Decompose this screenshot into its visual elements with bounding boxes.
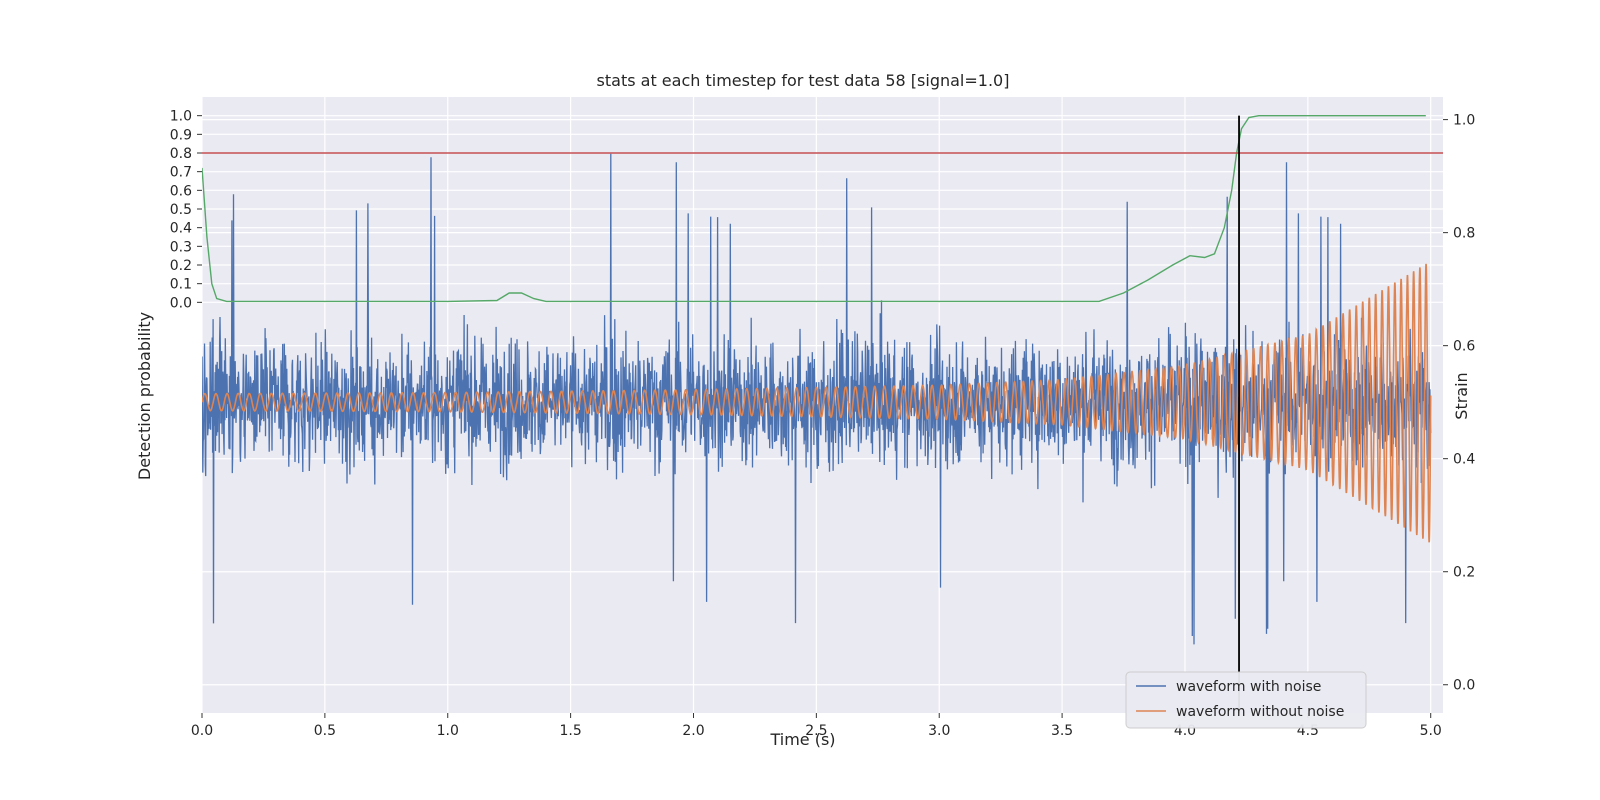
x-tick-label: 2.5 xyxy=(805,723,827,739)
x-tick-label: 5.0 xyxy=(1420,723,1442,739)
y-left-tick-label: 0.7 xyxy=(170,165,192,181)
series-waveform-without-noise xyxy=(202,263,1432,543)
line-waveform-without-noise xyxy=(202,263,1432,543)
legend: waveform with noise waveform without noi… xyxy=(1125,671,1367,729)
y-right-tick-label: 1.0 xyxy=(1453,113,1475,129)
y-left-tick-label: 0.3 xyxy=(170,239,192,255)
legend-box xyxy=(1125,671,1367,729)
legend-label-noisy: waveform with noise xyxy=(1176,679,1321,695)
y-axis-right-title: Strain xyxy=(1452,372,1471,419)
y-left-tick-label: 0.1 xyxy=(170,277,192,293)
y-left-tick-label: 0.9 xyxy=(170,127,192,143)
x-tick-label: 0.5 xyxy=(314,723,336,739)
y-left-tick-label: 1.0 xyxy=(170,109,192,125)
x-tick-label: 0.0 xyxy=(191,723,213,739)
y-left-tick-label: 0.0 xyxy=(170,295,192,311)
axes: 0.0 0.5 1.0 1.5 2.0 2.5 3.0 3.5 4.0 4.5 5.00.00.10… xyxy=(170,109,1476,739)
x-tick-label: 1.0 xyxy=(437,723,459,739)
x-axis-title: Time (s) xyxy=(769,730,835,749)
x-tick-label: 1.5 xyxy=(559,723,581,739)
chart-title: stats at each timestep for test data 58 … xyxy=(597,71,1010,90)
y-left-tick-label: 0.2 xyxy=(170,258,192,274)
x-tick-label: 2.0 xyxy=(682,723,704,739)
x-tick-label: 3.0 xyxy=(928,723,950,739)
y-axis-left-title: Detection probability xyxy=(135,312,154,480)
legend-label-clean: waveform without noise xyxy=(1176,704,1344,720)
y-left-tick-label: 0.4 xyxy=(170,221,192,237)
y-right-tick-label: 0.4 xyxy=(1453,452,1475,468)
y-right-tick-label: 0.2 xyxy=(1453,565,1475,581)
y-left-tick-label: 0.8 xyxy=(170,146,192,162)
y-right-tick-label: 0.6 xyxy=(1453,339,1475,355)
y-right-tick-label: 0.0 xyxy=(1453,678,1475,694)
y-left-tick-label: 0.6 xyxy=(170,183,192,199)
x-tick-label: 3.5 xyxy=(1051,723,1073,739)
y-right-tick-label: 0.8 xyxy=(1453,226,1475,242)
y-left-tick-label: 0.5 xyxy=(170,202,192,218)
